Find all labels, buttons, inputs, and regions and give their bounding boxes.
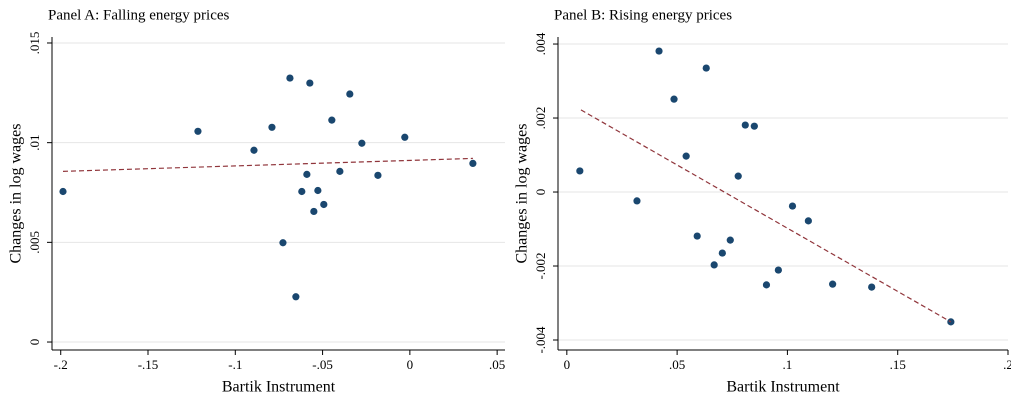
x-tick-label: .15 [890,357,906,372]
point [710,261,718,269]
x-tick-label: -.2 [54,357,68,372]
point [279,239,287,247]
y-tick-label: .005 [27,231,42,254]
point [401,133,409,141]
y-axis-label: Changes in log wages [514,124,531,264]
x-tick-label: .2 [1003,357,1011,372]
panel-title: Panel B: Rising energy prices [554,7,732,23]
point [804,217,812,225]
y-tick-label: .004 [533,32,548,55]
point [268,123,276,131]
point [328,116,336,124]
point [250,146,258,154]
point [336,167,344,175]
point [633,197,641,205]
point [59,187,67,196]
point [346,90,354,98]
point [303,170,311,178]
x-tick-label: -.15 [138,357,159,372]
point [693,232,701,240]
point [286,74,294,82]
point [868,283,876,291]
y-tick-label: -.004 [533,326,548,354]
point [310,207,318,216]
x-axis-label: Bartik Instrument [222,379,336,396]
x-tick-label: .05 [489,357,505,372]
y-tick-label: -.002 [533,252,548,279]
point [469,159,477,167]
point [292,293,300,301]
point [718,249,726,257]
x-tick-label: .05 [669,357,685,372]
x-tick-label: -.05 [312,357,333,372]
point [655,47,663,55]
point [829,280,837,288]
point [298,187,306,196]
point [726,236,734,244]
fit-line [580,109,952,323]
y-axis-label: Changes in log wages [8,124,25,264]
y-tick-label: 0 [533,189,548,196]
x-tick-label: .1 [783,357,793,372]
point [374,171,382,179]
x-axis-label: Bartik Instrument [726,379,840,396]
point [314,186,322,195]
point [702,64,710,72]
point [576,167,584,175]
point [762,281,771,289]
y-tick-label: .002 [533,107,548,130]
point [741,121,749,129]
panel-title: Panel A: Falling energy prices [48,7,230,23]
point [320,200,328,209]
point [358,139,366,147]
point [734,172,742,180]
x-tick-label: 0 [564,357,571,372]
point [306,79,314,87]
x-tick-label: -.1 [228,357,242,372]
point [670,95,678,103]
point [750,122,758,130]
x-tick-label: 0 [407,357,414,372]
point [774,266,782,274]
y-tick-label: 0 [27,339,42,346]
point [682,152,690,160]
fit-line [62,157,473,172]
point [194,127,202,135]
point [788,202,797,210]
y-tick-label: .01 [27,135,42,151]
y-tick-label: .015 [27,32,42,55]
